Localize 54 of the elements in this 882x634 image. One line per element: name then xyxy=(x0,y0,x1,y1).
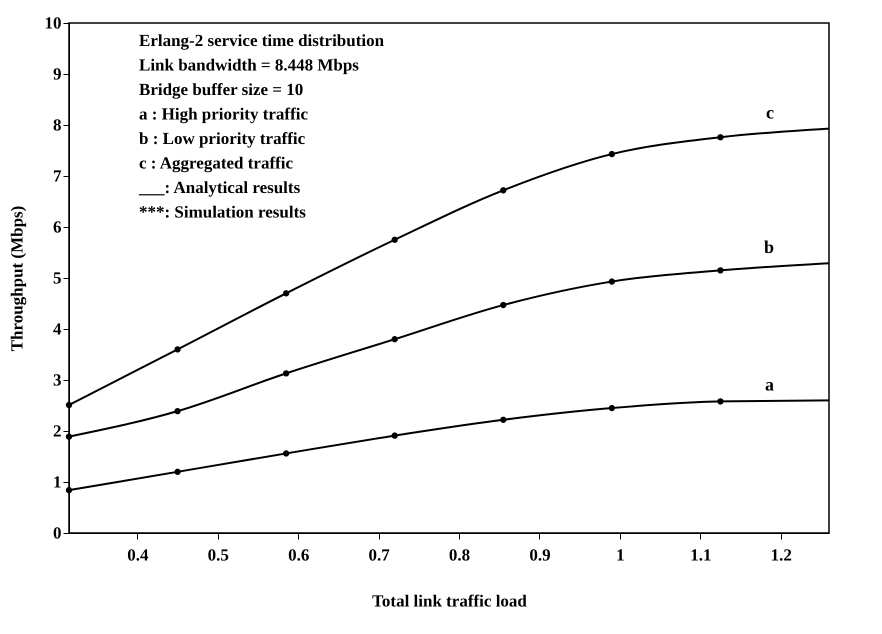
annotation: ___: Analytical results xyxy=(138,178,301,197)
y-tick-label: 4 xyxy=(53,320,62,338)
annotation: Link bandwidth = 8.448 Mbps xyxy=(139,56,360,74)
x-tick-label: 1 xyxy=(616,546,625,564)
point xyxy=(717,267,724,274)
y-tick-label: 1 xyxy=(53,472,62,492)
point xyxy=(608,150,616,158)
x-tick-label: 0.8 xyxy=(448,546,470,564)
series-label: b xyxy=(764,237,774,258)
x-tick-label: 0.4 xyxy=(127,546,149,564)
y-tick-label: 7 xyxy=(53,166,62,186)
point xyxy=(392,432,398,439)
point xyxy=(174,468,181,475)
annotation: Erlang-2 service time distribution xyxy=(139,31,385,50)
point xyxy=(282,290,290,296)
annotation: a : High priority traffic xyxy=(139,104,308,124)
y-tick-label: 9 xyxy=(53,64,62,84)
point xyxy=(608,278,616,285)
point xyxy=(717,398,724,405)
x-tick-label: 0.9 xyxy=(529,546,551,564)
x-tick-label: 0.5 xyxy=(208,546,229,564)
point xyxy=(500,187,506,194)
point xyxy=(717,134,724,140)
annotation: b : Low priority traffic xyxy=(139,129,306,148)
point xyxy=(66,402,72,408)
x-tick-label: 1.2 xyxy=(770,546,792,564)
y-tick-label: 3 xyxy=(53,370,62,390)
x-tick-label: 0.7 xyxy=(368,546,390,564)
y-tick-label: 0 xyxy=(53,524,62,542)
y-tick-label: 5 xyxy=(53,268,62,288)
y-axis-title: Throughput (Mbps) xyxy=(8,206,26,352)
point xyxy=(392,236,398,243)
y-tick-label: 6 xyxy=(53,218,62,236)
point xyxy=(282,370,290,377)
point xyxy=(174,408,181,414)
point xyxy=(392,336,398,342)
point xyxy=(174,346,181,353)
series-label: c xyxy=(766,102,774,123)
point xyxy=(66,487,72,494)
point xyxy=(282,450,290,457)
point xyxy=(608,404,616,412)
x-axis-title: Total link traffic load xyxy=(372,592,528,610)
annotation: c : Aggregated traffic xyxy=(139,154,294,172)
x-tick-label: 1.1 xyxy=(690,546,712,564)
annotation: Bridge buffer size = 10 xyxy=(139,80,304,99)
y-tick-label: 2 xyxy=(53,422,62,440)
y-tick-label: 8 xyxy=(53,116,62,134)
point xyxy=(500,302,506,308)
x-tick-label: 0.6 xyxy=(288,546,310,564)
y-tick-label: 10 xyxy=(44,14,62,32)
point xyxy=(66,433,72,440)
series-label: a xyxy=(765,374,774,394)
point xyxy=(500,416,506,423)
annotation: ***: Simulation results xyxy=(139,202,306,222)
